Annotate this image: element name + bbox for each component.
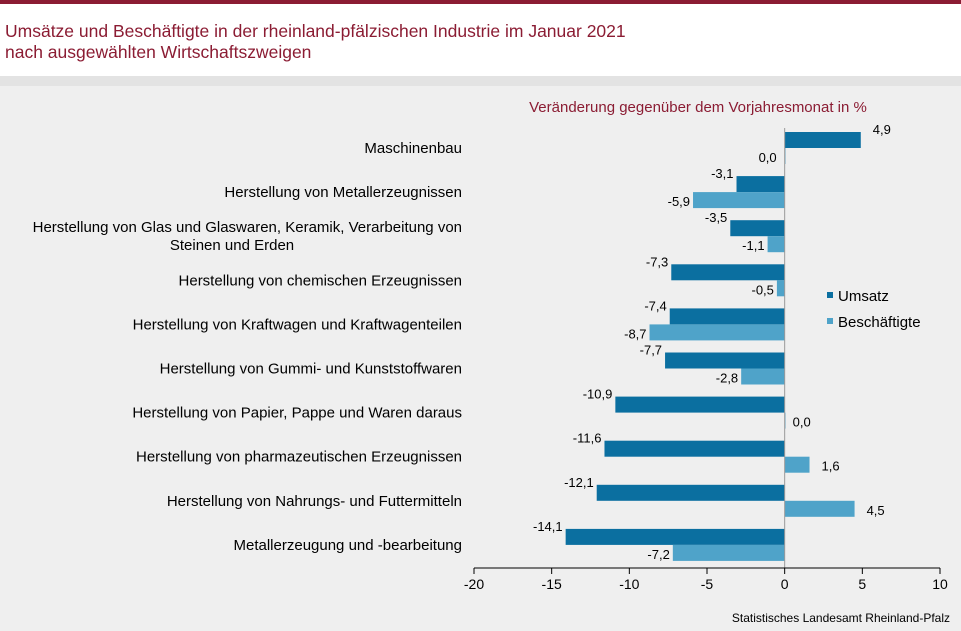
x-tick-label: -10	[619, 576, 639, 592]
category-label: Herstellung von Nahrungs- und Futtermitt…	[167, 493, 462, 510]
data-label: -7,2	[647, 547, 669, 562]
bars-group: 4,9 0,0 -3,1 -5,9 -3,5 -1,1 -7,3 -0,5 -7,4 -8,7 -7…	[533, 122, 891, 562]
bar-beschaeftigte	[784, 500, 855, 517]
bar-umsatz	[671, 264, 785, 281]
data-label: -7,4	[644, 298, 666, 313]
data-label: -7,7	[640, 343, 662, 358]
data-label: -1,1	[742, 238, 764, 253]
x-tick-label: 10	[932, 576, 948, 592]
x-axis: -20 -15 -10 -5 0 5 10	[464, 128, 948, 592]
data-label: -3,5	[705, 210, 727, 225]
legend-beschaeftigte-label: Beschäftigte	[838, 314, 921, 331]
bar-umsatz	[736, 176, 785, 193]
data-label: 4,5	[867, 503, 885, 518]
data-label: -7,3	[646, 254, 668, 269]
data-label: -11,6	[573, 431, 602, 446]
category-label: Metallerzeugung und -bearbeitung	[234, 537, 463, 554]
bar-umsatz	[604, 440, 785, 457]
bar-beschaeftigte	[649, 324, 785, 341]
bar-beschaeftigte	[741, 368, 785, 385]
category-label: Steinen und Erden	[170, 237, 294, 254]
bar-beschaeftigte	[693, 192, 785, 209]
data-label: -12,1	[564, 475, 594, 490]
data-label: 4,9	[873, 122, 891, 137]
x-tick-label: 0	[781, 576, 789, 592]
header-divider	[0, 76, 961, 86]
bar-umsatz	[730, 220, 785, 237]
category-label: Herstellung von Papier, Pappe und Waren …	[132, 405, 462, 422]
bar-beschaeftigte	[672, 544, 785, 561]
chart-subtitle: Veränderung gegenüber dem Vorjahresmonat…	[529, 99, 867, 116]
bar-umsatz	[615, 396, 785, 413]
legend-beschaeftigte-swatch	[827, 318, 833, 324]
category-label: Herstellung von pharmazeutischen Erzeugn…	[136, 449, 462, 466]
bar-umsatz	[784, 132, 861, 148]
bar-beschaeftigte	[776, 280, 785, 297]
x-tick-label: 5	[858, 576, 866, 592]
data-label: -14,1	[533, 519, 563, 534]
data-label: 0,0	[793, 415, 811, 430]
top-accent-bar	[0, 0, 961, 4]
x-tick-label: -20	[464, 576, 484, 592]
legend: Umsatz Beschäftigte	[827, 288, 921, 331]
data-label: -2,8	[716, 371, 738, 386]
data-label: 0,0	[759, 150, 777, 165]
data-label: 1,6	[822, 459, 840, 474]
category-labels: Maschinenbau Herstellung von Metallerzeug…	[33, 140, 462, 554]
data-label: -0,5	[751, 282, 773, 297]
category-label: Maschinenbau	[364, 140, 462, 157]
bar-beschaeftigte	[767, 236, 785, 253]
chart-title-line-2: nach ausgewählten Wirtschaftszweigen	[5, 42, 312, 62]
bar-umsatz	[565, 528, 785, 545]
bar-umsatz	[665, 352, 785, 369]
data-label: -3,1	[711, 166, 733, 181]
data-label: -8,7	[624, 326, 646, 341]
category-label: Herstellung von chemischen Erzeugnissen	[179, 272, 462, 289]
category-label: Herstellung von Glas und Glaswaren, Kera…	[33, 219, 462, 236]
bar-beschaeftigte	[784, 456, 810, 473]
bar-umsatz	[596, 484, 785, 501]
chart-title-line-1: Umsätze und Beschäftigte in der rheinlan…	[5, 21, 626, 41]
legend-umsatz-label: Umsatz	[838, 288, 889, 305]
data-label: -5,9	[668, 194, 690, 209]
x-tick-label: -5	[701, 576, 714, 592]
category-label: Herstellung von Metallerzeugnissen	[224, 184, 462, 201]
x-tick-label: -15	[542, 576, 562, 592]
legend-umsatz-swatch	[827, 292, 833, 298]
category-label: Herstellung von Kraftwagen und Kraftwage…	[133, 316, 462, 333]
data-label: -10,9	[583, 387, 613, 402]
category-label: Herstellung von Gummi- und Kunststoffwar…	[160, 361, 462, 378]
header: Umsätze und Beschäftigte in der rheinlan…	[0, 4, 961, 76]
bar-umsatz	[669, 308, 785, 325]
source-note: Statistisches Landesamt Rheinland-Pfalz	[732, 611, 950, 625]
